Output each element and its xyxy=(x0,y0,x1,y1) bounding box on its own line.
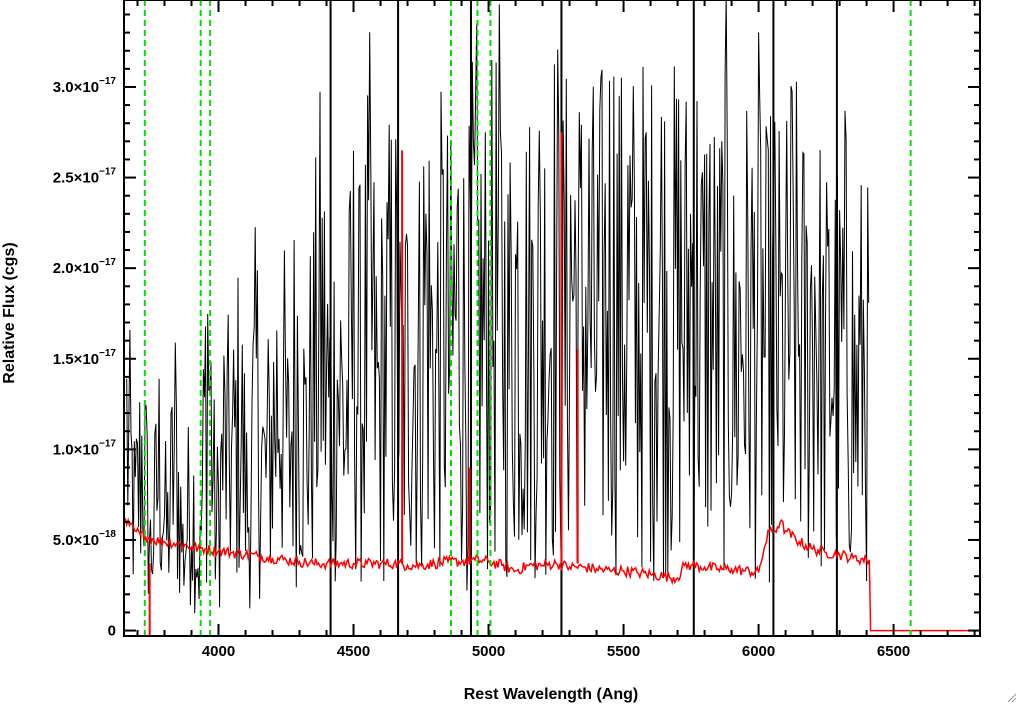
resize-grip-icon[interactable] xyxy=(1005,691,1017,703)
y-tick-label: 0 xyxy=(108,623,116,640)
emission-line-markers xyxy=(143,0,912,636)
y-tick-label: 3.0×10−17 xyxy=(53,76,117,96)
x-tick-label: 5500 xyxy=(607,643,640,660)
x-tick-label: 4500 xyxy=(337,643,370,660)
x-tick-label: 6000 xyxy=(742,643,775,660)
y-axis-label: Relative Flux (cgs) xyxy=(1,242,18,383)
y-axis-ticks: 0 5.0×10−18 1.0×10−17 1.5×10−17 2.0×10−17 2.5… xyxy=(53,13,980,640)
y-tick-label: 5.0×10−18 xyxy=(53,529,117,549)
plot-frame xyxy=(123,0,981,637)
y-tick-label: 2.5×10−17 xyxy=(53,167,117,187)
x-tick-label: 5000 xyxy=(472,643,505,660)
y-tick-label: 2.0×10−17 xyxy=(53,257,117,277)
error-line xyxy=(124,517,980,632)
flux-series xyxy=(126,0,870,636)
x-axis-label: Rest Wavelength (Ang) xyxy=(464,686,639,703)
x-tick-label: 6500 xyxy=(877,643,910,660)
flux-line xyxy=(126,0,870,614)
x-tick-label: 4000 xyxy=(202,643,235,660)
error-series xyxy=(124,132,980,636)
x-axis-ticks: 4000 4500 5000 5500 6000 6500 xyxy=(136,0,976,660)
y-tick-label: 1.0×10−17 xyxy=(53,438,117,458)
y-tick-label: 1.5×10−17 xyxy=(53,348,117,368)
